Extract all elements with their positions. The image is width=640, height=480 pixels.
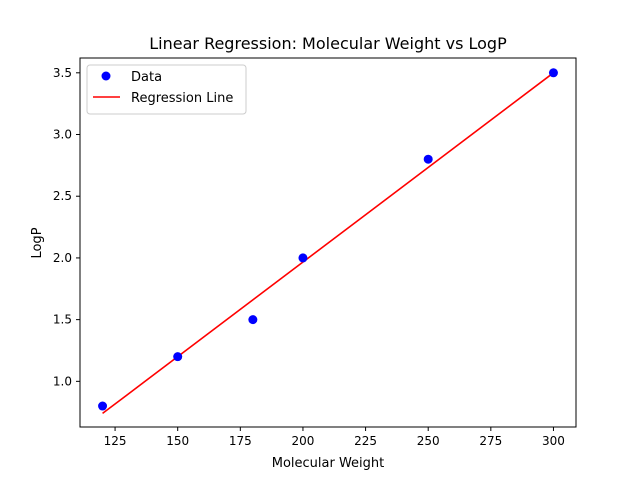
y-tick-label: 1.0 <box>53 374 72 388</box>
y-tick-label: 2.0 <box>53 251 72 265</box>
plot-area <box>98 68 558 415</box>
legend: Data Regression Line <box>86 64 247 115</box>
y-axis: 1.0 1.5 2.0 2.5 3.0 3.5 <box>53 66 80 388</box>
data-point <box>248 315 258 325</box>
chart-title: Linear Regression: Molecular Weight vs L… <box>149 34 507 53</box>
x-tick-label: 150 <box>166 434 189 448</box>
x-tick-label: 175 <box>229 434 252 448</box>
x-tick-label: 300 <box>542 434 565 448</box>
data-point <box>423 154 433 164</box>
axes-frame <box>79 57 577 428</box>
x-axis: 125 150 175 200 225 250 275 300 <box>104 427 565 448</box>
legend-box <box>86 64 247 115</box>
y-tick-label: 1.5 <box>53 313 72 327</box>
x-tick-label: 225 <box>354 434 377 448</box>
x-tick-label: 125 <box>104 434 127 448</box>
y-tick-label: 3.5 <box>53 66 72 80</box>
y-tick-label: 3.0 <box>53 128 72 142</box>
x-tick-label: 200 <box>291 434 314 448</box>
data-point <box>173 352 183 362</box>
legend-marker-data <box>101 71 111 81</box>
legend-label-regression-line: Regression Line <box>131 91 233 106</box>
x-tick-label: 275 <box>479 434 502 448</box>
y-tick-label: 2.5 <box>53 189 72 203</box>
x-tick-label: 250 <box>417 434 440 448</box>
data-point <box>548 68 558 78</box>
x-axis-label: Molecular Weight <box>272 456 385 471</box>
legend-label-data: Data <box>131 70 162 85</box>
data-point <box>298 253 308 263</box>
y-axis-label: LogP <box>30 227 45 258</box>
data-point <box>98 401 108 411</box>
